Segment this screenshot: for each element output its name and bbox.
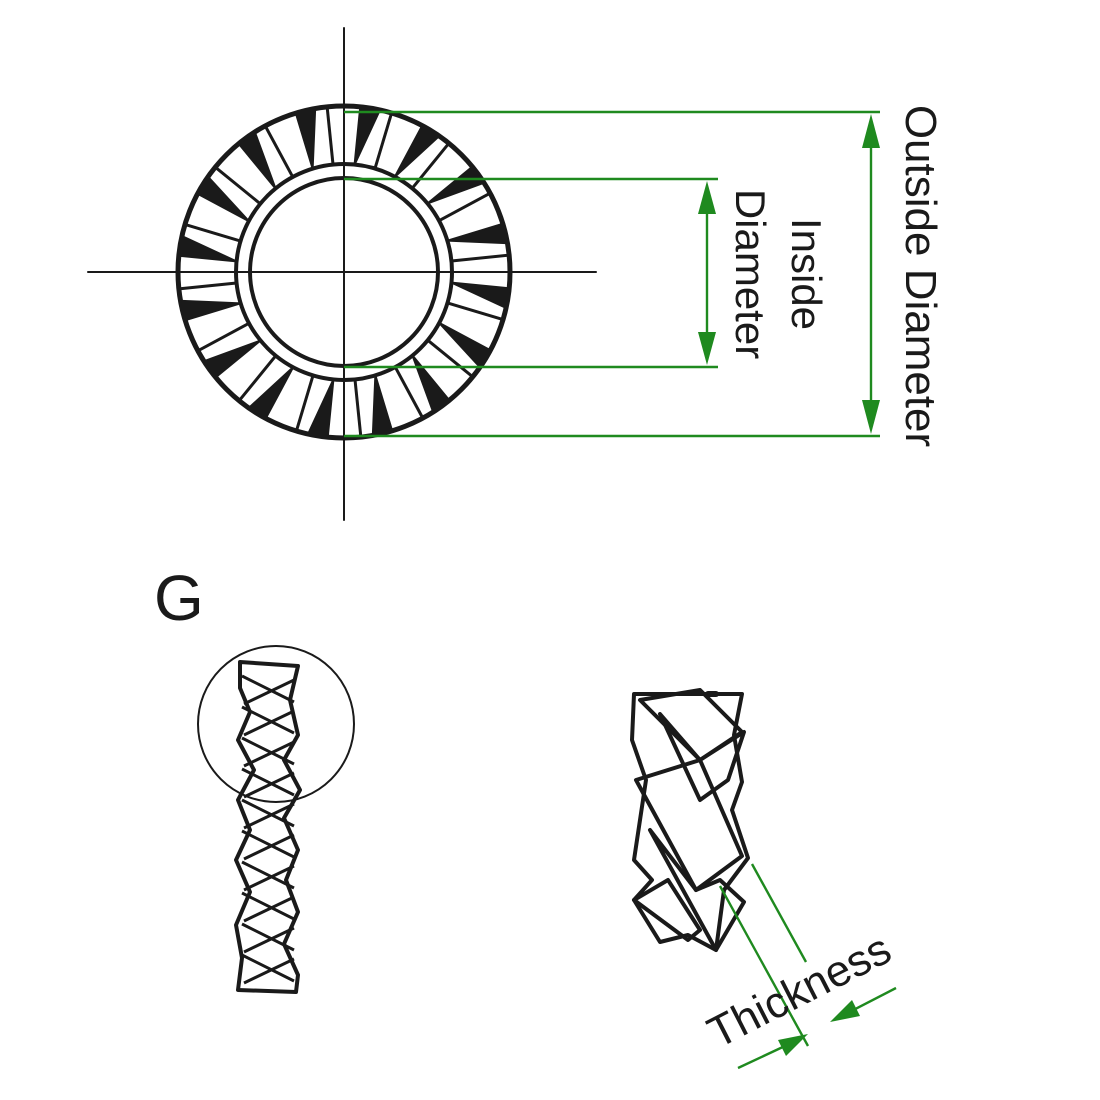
washer-tooth	[247, 366, 294, 420]
outside-diameter-arrow-top	[862, 114, 880, 148]
side-view-tooth-stroke	[241, 953, 295, 985]
side-view-tooth-stroke	[241, 922, 295, 954]
washer-tooth-edge	[325, 106, 335, 165]
washer-tooth-edge	[438, 191, 491, 223]
thickness-dimension: Thickness	[700, 863, 899, 1070]
detail-tooth-5	[632, 878, 702, 942]
inside-diameter-label-line2: Diameter	[727, 189, 774, 359]
washer-tooth	[202, 339, 262, 379]
washer-top-view	[87, 27, 597, 521]
washer-tooth	[411, 354, 451, 414]
side-view-tooth-stroke	[241, 674, 295, 706]
outside-diameter-label: Outside Diameter	[896, 105, 945, 447]
detail-tooth-2	[658, 712, 746, 802]
side-view-tooth-stroke	[241, 798, 295, 830]
washer-tooth	[294, 107, 317, 169]
inside-diameter-label-line1: Inside	[783, 218, 830, 330]
inside-diameter-dimension: Inside Diameter	[344, 177, 830, 369]
washer-tooth	[179, 299, 241, 322]
washer-tooth	[196, 175, 250, 222]
washer-tooth-edge	[411, 142, 451, 190]
side-view-tooth-stroke	[241, 829, 295, 861]
washer-tooth-edge	[214, 165, 262, 205]
detail-tooth-3	[634, 758, 744, 892]
washer-tooth	[371, 375, 394, 437]
washer-tooth-edge	[353, 379, 363, 438]
washer-tooth-edge	[237, 354, 277, 402]
side-view-teeth	[241, 674, 295, 985]
washer-tooth-edge	[393, 366, 425, 419]
washer-tooth-edge	[197, 321, 250, 353]
washer-tooth	[353, 105, 382, 165]
washer-tooth	[438, 322, 492, 369]
side-view-tooth-stroke	[241, 767, 295, 799]
side-view-tooth-stroke	[241, 891, 295, 923]
outside-diameter-arrow-bottom	[862, 400, 880, 434]
detail-view-outline	[630, 692, 750, 952]
detail-tooth-4	[648, 828, 746, 952]
washer-tooth-edge	[426, 339, 474, 379]
washer-teeth	[177, 105, 511, 439]
washer-tooth-edge	[451, 253, 510, 263]
detail-callout-circle	[197, 645, 355, 803]
detail-view	[630, 688, 750, 952]
side-view-tooth-stroke	[241, 736, 295, 768]
washer-side-view	[234, 660, 302, 994]
washer-tooth	[394, 124, 441, 178]
washer-tooth-edge	[184, 222, 241, 243]
washer-tooth-edge	[294, 375, 315, 432]
detail-marker-label: G	[154, 562, 204, 634]
washer-tooth-edge	[263, 125, 295, 178]
washer-tooth	[237, 130, 277, 190]
thickness-arrow-right	[830, 1000, 860, 1022]
washer-tooth-edge	[447, 301, 504, 322]
side-view-tooth-stroke	[241, 860, 295, 892]
thickness-extension-left	[718, 885, 810, 1047]
washer-tooth	[306, 379, 335, 439]
washer-tooth	[177, 234, 237, 263]
tooth-root-circle	[234, 162, 454, 382]
washer-tooth-edge	[178, 281, 237, 291]
washer-tooth	[451, 281, 511, 310]
washer-tooth	[426, 165, 486, 205]
inside-diameter-arrow-bottom	[698, 332, 716, 365]
side-view-tooth-stroke	[241, 705, 295, 737]
outside-diameter-dimension: Outside Diameter	[344, 105, 945, 447]
washer-tooth	[447, 222, 509, 245]
thickness-arrow-left	[778, 1034, 808, 1056]
outer-edge-circle	[175, 103, 513, 441]
inside-diameter-arrow-top	[698, 181, 716, 214]
washer-tooth-edge	[373, 112, 394, 169]
thickness-extension-right	[750, 863, 808, 963]
